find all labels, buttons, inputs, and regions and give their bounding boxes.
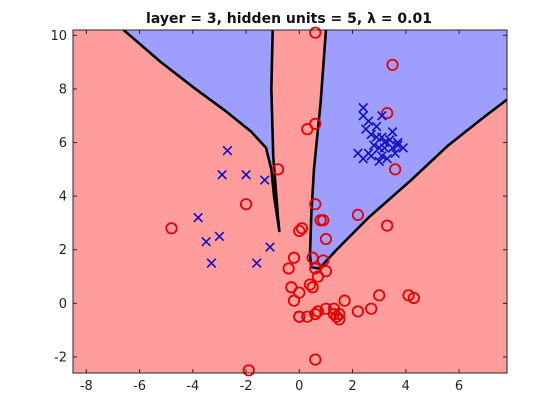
x-axis: -8 -6 -4 -2 0 2 4 6	[80, 30, 463, 394]
circle-point	[373, 289, 386, 302]
circle-point	[309, 353, 322, 366]
y-tick-label: 4	[59, 190, 67, 205]
circle-point	[293, 224, 306, 238]
x-point	[206, 258, 217, 268]
circle-point	[309, 117, 322, 130]
x-point	[201, 236, 211, 247]
circle-point	[333, 307, 346, 321]
plot-area	[72, 26, 508, 377]
data-points	[165, 26, 420, 377]
x-tick-label: 4	[402, 379, 410, 394]
x-point	[392, 137, 403, 148]
x-point	[361, 124, 371, 135]
x-point	[251, 258, 262, 268]
circle-point	[239, 198, 253, 211]
x-point	[384, 135, 395, 145]
y-tick-label: 6	[59, 136, 67, 151]
x-point	[217, 169, 227, 180]
y-tick-label: 0	[59, 297, 67, 312]
x-tick-label: 2	[348, 379, 356, 394]
x-point	[379, 143, 390, 153]
circle-point	[287, 294, 301, 307]
circle-point	[381, 219, 394, 232]
circle-point	[330, 310, 343, 323]
x-point	[369, 140, 379, 151]
circle-point	[333, 313, 346, 326]
x-point	[371, 132, 382, 143]
axes-box	[72, 29, 508, 374]
circle-point	[317, 214, 330, 227]
decision-boundary-2	[308, 30, 507, 270]
class2-region-left	[123, 30, 280, 231]
circle-point	[293, 310, 306, 323]
x-point	[259, 175, 270, 185]
circle-point	[351, 305, 364, 318]
circle-point	[317, 254, 330, 267]
x-point	[374, 156, 385, 167]
x-tick-label: -6	[133, 379, 146, 394]
circle-point	[351, 208, 364, 221]
circle-point	[295, 222, 309, 235]
circle-point	[386, 58, 399, 71]
x-point	[387, 126, 398, 137]
circle-point	[242, 364, 255, 377]
x-point	[392, 140, 403, 151]
x-point	[193, 212, 204, 223]
circle-point	[306, 281, 319, 294]
circle-point	[287, 251, 301, 264]
x-point	[353, 148, 363, 159]
circle-point	[407, 291, 420, 305]
x-tick-label: -8	[80, 379, 93, 394]
circle-point	[338, 294, 351, 307]
circle-point	[381, 106, 394, 120]
x-point	[371, 121, 382, 132]
circle-point	[311, 305, 325, 318]
circle-point	[389, 163, 402, 176]
circle-point	[319, 232, 333, 246]
x-point	[358, 102, 369, 113]
x-point	[366, 151, 377, 161]
circle-point	[282, 262, 295, 275]
circle-point	[309, 307, 322, 321]
x-point	[382, 153, 393, 164]
circle-point	[301, 310, 314, 323]
circle-point	[165, 222, 178, 235]
decision-regions	[73, 30, 507, 373]
y-tick-label: 8	[59, 82, 67, 97]
x-point	[222, 145, 233, 156]
y-tick-label: 2	[59, 243, 67, 258]
class2-region-right	[309, 30, 507, 269]
x-point	[265, 242, 275, 252]
x-point	[363, 116, 374, 126]
decision-boundary-1	[122, 30, 281, 233]
x-point	[376, 151, 387, 161]
y-tick-label: -2	[54, 350, 67, 365]
x-tick-label: 0	[295, 379, 303, 394]
chart-title: layer = 3, hidden units = 5, λ = 0.01	[146, 11, 432, 27]
x-point	[376, 110, 387, 121]
circle-point	[303, 278, 317, 291]
y-axis: -2 0 2 4 6 8 10	[50, 29, 507, 365]
circle-point	[319, 265, 333, 278]
circle-point	[309, 26, 322, 39]
x-point	[390, 148, 401, 159]
x-tick-label: -2	[240, 379, 253, 394]
circle-point	[271, 163, 285, 176]
y-tick-label: 10	[50, 29, 67, 44]
x-point	[241, 169, 251, 180]
circle-point	[309, 198, 322, 211]
x-tick-label: -4	[186, 379, 199, 394]
x-point	[214, 231, 225, 242]
x-tick-label: 6	[455, 379, 463, 394]
circle-point	[365, 302, 378, 315]
